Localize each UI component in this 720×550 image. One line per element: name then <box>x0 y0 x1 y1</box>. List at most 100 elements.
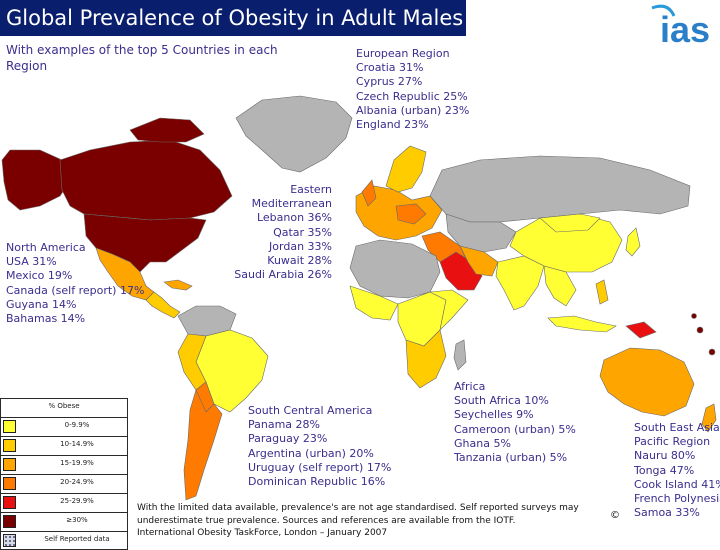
north-america-item: USA 31% <box>6 255 57 269</box>
alaska-region <box>1 149 73 211</box>
eastern-med-item: Qatar 35% <box>273 225 332 239</box>
russia-region <box>429 155 691 223</box>
southeast-asia-region <box>543 265 577 307</box>
eastern-med-item: Jordan 33% <box>269 239 332 253</box>
europe-block: European Region Croatia 31% Cyprus 27% C… <box>356 47 469 132</box>
africa-item: Seychelles 9% <box>454 408 534 422</box>
footnote: With the limited data available, prevale… <box>137 502 597 540</box>
africa-block: Africa South Africa 10% Seychelles 9% Ca… <box>454 380 576 465</box>
saudi-arabia-region <box>439 251 483 291</box>
north-africa-region <box>349 239 441 299</box>
legend-swatch <box>3 515 16 528</box>
legend-row: 10-14.9% <box>0 436 128 455</box>
north-america-item: Guyana 14% <box>6 297 77 311</box>
central-america-region <box>145 291 181 319</box>
legend-swatch <box>3 420 16 433</box>
south-central-america-item: Panama 28% <box>248 418 320 432</box>
japan-region <box>625 227 641 257</box>
africa-item: Cameroon (urban) 5% <box>454 422 576 436</box>
pacific-island-marker <box>691 313 697 319</box>
east-africa-region <box>428 289 469 331</box>
madagascar-region <box>453 339 467 371</box>
argentina-region <box>183 389 223 501</box>
eastern-mediterranean-block: Eastern Mediterranean Lebanon 36% Qatar … <box>226 183 332 282</box>
south-east-asia-item: Nauru 80% <box>634 449 696 463</box>
west-africa-region <box>349 285 399 321</box>
footnote-line: underestimate true prevalence. Sources a… <box>137 515 516 526</box>
eastern-med-item: Kuwait 28% <box>267 254 332 268</box>
north-america-item: Bahamas 14% <box>6 312 86 326</box>
logo-text: ias <box>660 9 710 50</box>
legend-label: Self Reported data <box>44 535 110 543</box>
eastern-europe-region <box>395 203 427 225</box>
canada-region <box>59 139 233 221</box>
scandinavia-region <box>385 145 427 193</box>
copyright-symbol: © <box>610 510 620 521</box>
legend-heading-row: % Obese <box>0 398 128 417</box>
canada-islands-region <box>129 117 205 143</box>
pacific-island-marker <box>708 348 716 356</box>
europe-item: Czech Republic 25% <box>356 89 468 103</box>
europe-item: England 23% <box>356 118 429 132</box>
ias-logo: ias <box>651 4 710 50</box>
south-central-america-block: South Central America Panama 28% Paragua… <box>248 404 391 489</box>
legend-swatch <box>3 477 16 490</box>
pacific-island-marker <box>696 326 704 334</box>
papua-region <box>625 321 657 339</box>
legend-label: 15-19.9% <box>60 459 94 467</box>
legend-heading: % Obese <box>48 402 80 410</box>
north-america-item: Canada (self report) 17% <box>6 283 145 297</box>
africa-heading: Africa <box>454 380 486 393</box>
north-america-block: North America USA 31% Mexico 19% Canada … <box>6 241 144 326</box>
legend-label: 20-24.9% <box>60 478 94 486</box>
legend-label: 0-9.9% <box>64 421 90 429</box>
europe-item: Albania (urban) 23% <box>356 103 470 117</box>
india-region <box>495 255 545 311</box>
south-central-america-item: Dominican Republic 16% <box>248 475 386 489</box>
south-east-asia-item: Samoa 33% <box>634 506 700 520</box>
legend-row: 20-24.9% <box>0 474 128 493</box>
australia-region <box>599 347 695 417</box>
map-legend: % Obese 0-9.9% 10-14.9% 15-19.9% 20-24.9… <box>0 398 128 550</box>
southern-africa-region <box>405 329 447 389</box>
europe-heading: European Region <box>356 47 450 60</box>
page-title: Global Prevalence of Obesity in Adult Ma… <box>0 0 466 36</box>
legend-row: 15-19.9% <box>0 455 128 474</box>
legend-label: ≥30% <box>66 516 88 524</box>
eastern-med-heading: Mediterranean <box>251 197 332 211</box>
legend-row: Self Reported data <box>0 531 128 550</box>
eastern-med-item: Lebanon 36% <box>256 211 332 225</box>
legend-swatch <box>3 496 16 509</box>
eastern-med-item: Saudi Arabia 26% <box>234 268 332 282</box>
legend-swatch <box>3 534 16 547</box>
philippines-region <box>595 279 609 305</box>
south-central-america-item: Paraguay 23% <box>248 432 328 446</box>
legend-row: ≥30% <box>0 512 128 531</box>
new-zealand-region <box>701 403 717 433</box>
south-east-asia-item: Cook Island 41% <box>634 477 720 491</box>
legend-label: 10-14.9% <box>60 440 94 448</box>
eastern-med-heading: Eastern <box>290 183 332 196</box>
indonesia-region <box>547 315 617 333</box>
africa-item: Tanzania (urban) 5% <box>454 451 568 465</box>
legend-label: 25-29.9% <box>60 497 94 505</box>
south-east-asia-item: Tonga 47% <box>634 463 695 477</box>
europe-item: Cyprus 27% <box>356 75 423 89</box>
logo-swoosh-icon <box>651 4 676 17</box>
map-subtitle: With examples of the top 5 Countries in … <box>6 43 278 73</box>
caribbean-region <box>163 279 193 291</box>
africa-item: Ghana 5% <box>454 436 511 450</box>
north-america-item: Mexico 19% <box>6 269 73 283</box>
legend-swatch <box>3 439 16 452</box>
mongolia-region <box>539 213 601 233</box>
south-central-america-item: Uruguay (self report) 17% <box>248 460 392 474</box>
legend-swatch <box>3 458 16 471</box>
south-east-asia-heading: South East Asia <box>634 421 720 434</box>
uk-region <box>361 179 377 207</box>
south-east-asia-block: South East Asia Pacific Region Nauru 80%… <box>634 421 720 520</box>
north-america-heading: North America <box>6 241 86 254</box>
south-east-asia-item: French Polynesia <box>634 492 720 506</box>
iran-region <box>459 245 499 277</box>
south-central-america-heading: South Central America <box>248 404 373 417</box>
